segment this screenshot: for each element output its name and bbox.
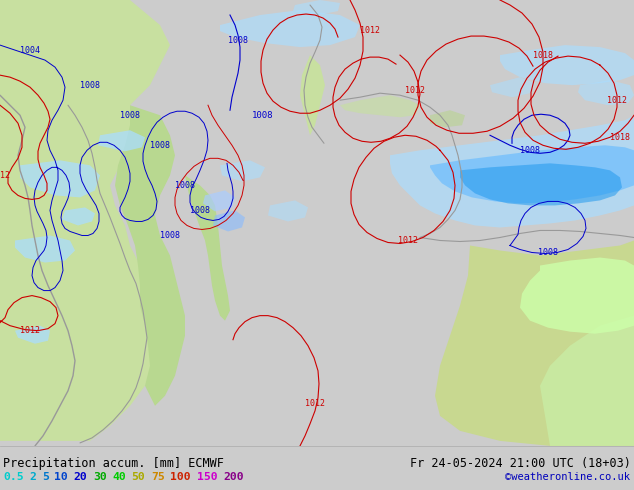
Text: 150: 150 — [197, 472, 217, 482]
Polygon shape — [220, 160, 265, 181]
Polygon shape — [203, 191, 235, 211]
Polygon shape — [540, 316, 634, 446]
Polygon shape — [435, 241, 634, 446]
Polygon shape — [520, 258, 634, 334]
Polygon shape — [500, 45, 634, 85]
Polygon shape — [220, 10, 360, 47]
Text: 40: 40 — [112, 472, 126, 482]
Polygon shape — [430, 110, 465, 127]
Polygon shape — [0, 0, 170, 441]
Text: 1008: 1008 — [120, 111, 140, 120]
Text: 100: 100 — [171, 472, 191, 482]
Text: 1012: 1012 — [360, 25, 380, 35]
Text: 1008: 1008 — [80, 81, 100, 90]
Text: 2: 2 — [30, 472, 37, 482]
Text: 1008: 1008 — [538, 248, 558, 257]
Text: 1008: 1008 — [520, 146, 540, 155]
Polygon shape — [340, 95, 420, 117]
Text: 1012: 1012 — [305, 399, 325, 408]
Text: 10: 10 — [54, 472, 68, 482]
Text: 50: 50 — [132, 472, 145, 482]
Polygon shape — [578, 80, 634, 105]
Text: 1008: 1008 — [190, 206, 210, 215]
Polygon shape — [460, 163, 622, 205]
Text: 1008: 1008 — [175, 181, 195, 190]
Text: 1008: 1008 — [252, 111, 274, 120]
Text: 75: 75 — [151, 472, 165, 482]
Text: 1008: 1008 — [150, 141, 170, 150]
Text: Precipitation accum. [mm] ECMWF: Precipitation accum. [mm] ECMWF — [3, 457, 224, 470]
Text: 1008: 1008 — [228, 36, 248, 45]
Polygon shape — [62, 207, 95, 225]
Text: 1012: 1012 — [398, 236, 418, 245]
Text: 0.5: 0.5 — [3, 472, 23, 482]
Polygon shape — [115, 105, 185, 406]
Polygon shape — [15, 326, 50, 343]
Text: 200: 200 — [224, 472, 244, 482]
Polygon shape — [185, 175, 230, 320]
Polygon shape — [20, 160, 100, 197]
Text: 1012: 1012 — [607, 96, 627, 105]
Text: 1012: 1012 — [20, 326, 40, 335]
Text: 30: 30 — [93, 472, 107, 482]
Text: 1004: 1004 — [20, 46, 40, 54]
Polygon shape — [15, 236, 75, 263]
Text: 5: 5 — [42, 472, 49, 482]
Polygon shape — [293, 0, 340, 15]
Text: Fr 24-05-2024 21:00 UTC (18+03): Fr 24-05-2024 21:00 UTC (18+03) — [410, 457, 631, 470]
Text: 1012: 1012 — [405, 86, 425, 95]
Text: 20: 20 — [74, 472, 87, 482]
Polygon shape — [213, 210, 245, 231]
Polygon shape — [300, 55, 325, 135]
Text: 1008: 1008 — [160, 231, 180, 240]
Polygon shape — [98, 130, 145, 151]
Polygon shape — [390, 115, 634, 227]
Text: 1018: 1018 — [533, 50, 553, 60]
Text: 1012: 1012 — [0, 171, 10, 180]
Polygon shape — [490, 77, 535, 97]
Text: 1018: 1018 — [610, 133, 630, 142]
Polygon shape — [268, 200, 308, 221]
Polygon shape — [430, 146, 634, 203]
Text: ©weatheronline.co.uk: ©weatheronline.co.uk — [505, 472, 630, 482]
